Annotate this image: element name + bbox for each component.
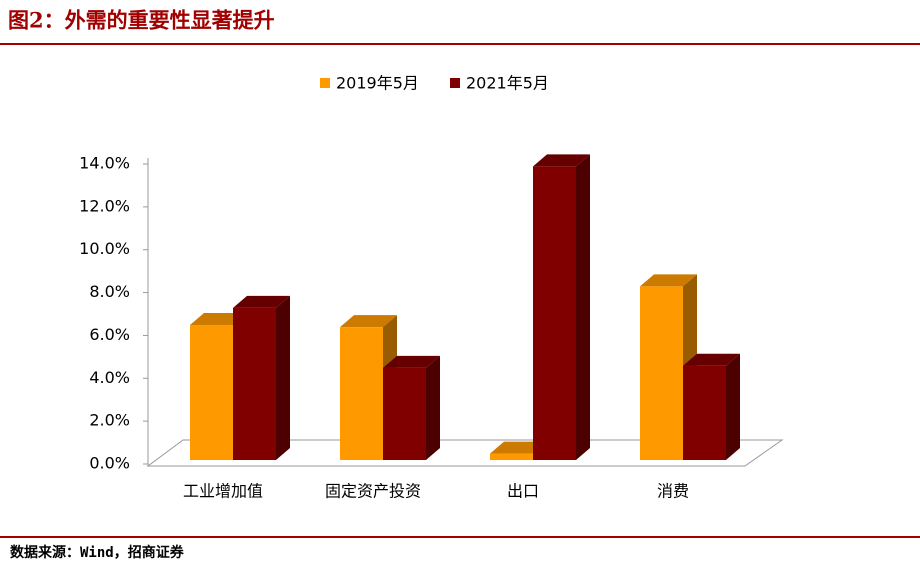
bar-top bbox=[490, 441, 547, 454]
x-tick-label: 消费 bbox=[657, 482, 689, 501]
x-tick-label: 固定资产投资 bbox=[325, 482, 421, 501]
bar-top bbox=[233, 295, 290, 308]
legend-swatch bbox=[450, 78, 460, 88]
bar-side bbox=[576, 154, 590, 460]
bar bbox=[340, 327, 383, 460]
bar-top bbox=[383, 355, 440, 368]
x-tick-label: 出口 bbox=[507, 482, 539, 501]
bar bbox=[383, 367, 426, 460]
y-tick-label: 12.0% bbox=[79, 196, 130, 215]
bar-side bbox=[726, 353, 740, 460]
y-tick-label: 6.0% bbox=[89, 325, 130, 344]
legend-label: 2021年5月 bbox=[466, 74, 549, 93]
bar-top bbox=[190, 313, 247, 325]
bar-top bbox=[683, 353, 740, 366]
bar bbox=[683, 365, 726, 460]
y-tick-label: 4.0% bbox=[89, 368, 130, 387]
bar bbox=[490, 453, 533, 460]
bar-top bbox=[640, 274, 697, 287]
legend-swatch bbox=[320, 78, 330, 88]
y-tick-label: 10.0% bbox=[79, 239, 130, 258]
x-tick-label: 工业增加值 bbox=[183, 482, 263, 501]
bar-top bbox=[533, 154, 590, 167]
y-tick-label: 8.0% bbox=[89, 282, 130, 301]
chart-title: 图2：外需的重要性显著提升 bbox=[8, 8, 275, 33]
y-tick-label: 2.0% bbox=[89, 411, 130, 430]
bar-side bbox=[426, 355, 440, 460]
bar-side bbox=[276, 295, 290, 460]
legend-label: 2019年5月 bbox=[336, 74, 419, 93]
y-tick-label: 0.0% bbox=[89, 454, 130, 473]
bar bbox=[533, 166, 576, 460]
bar-top bbox=[340, 315, 397, 328]
y-tick-label: 14.0% bbox=[79, 154, 130, 173]
bar bbox=[640, 286, 683, 460]
floor bbox=[146, 439, 784, 467]
bar bbox=[233, 307, 276, 460]
bar bbox=[190, 325, 233, 460]
source-note: 数据来源：Wind，招商证券 bbox=[10, 544, 185, 561]
